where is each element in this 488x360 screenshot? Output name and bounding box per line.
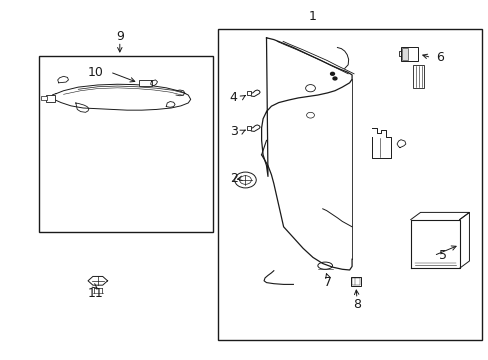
Bar <box>351 278 359 285</box>
Bar <box>217 29 481 340</box>
Text: 3: 3 <box>229 125 237 138</box>
Bar <box>39 56 212 232</box>
Text: 1: 1 <box>308 10 316 23</box>
Bar <box>350 277 360 286</box>
Text: 2: 2 <box>229 172 237 185</box>
Bar <box>41 96 47 100</box>
Text: 10: 10 <box>87 66 103 78</box>
Text: 7: 7 <box>323 276 331 289</box>
Text: 6: 6 <box>435 51 443 64</box>
Text: 8: 8 <box>352 298 360 311</box>
Circle shape <box>332 77 336 80</box>
Bar <box>402 48 407 60</box>
Text: 11: 11 <box>87 287 103 300</box>
Bar <box>139 80 151 86</box>
Text: 5: 5 <box>438 249 446 262</box>
Bar <box>247 126 250 130</box>
Bar <box>46 95 55 102</box>
Bar <box>412 65 424 88</box>
Bar <box>247 91 250 95</box>
Text: 9: 9 <box>116 30 123 42</box>
Text: 4: 4 <box>229 91 237 104</box>
Bar <box>400 47 417 61</box>
Circle shape <box>330 72 334 75</box>
